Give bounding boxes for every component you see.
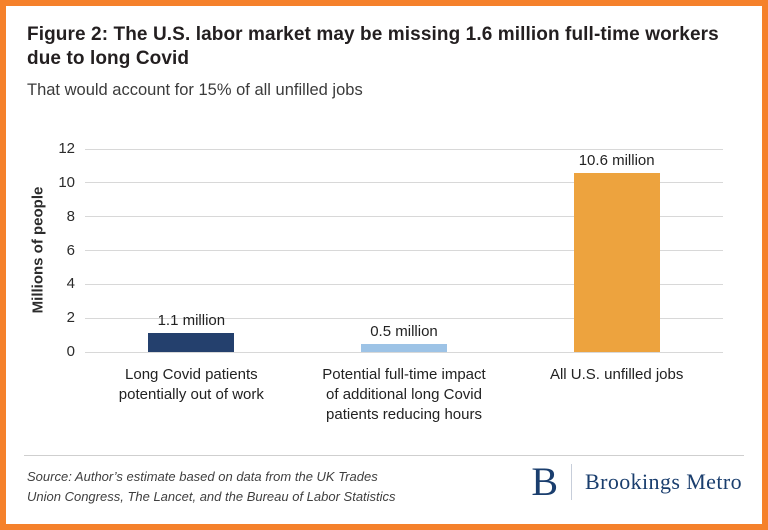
bar-value-label: 1.1 million <box>157 312 226 330</box>
source-note: Source: Author’s estimate based on data … <box>27 469 396 504</box>
logo-separator <box>571 464 573 500</box>
figure-header: Figure 2: The U.S. labor market may be m… <box>27 23 743 100</box>
bar <box>361 343 447 352</box>
bar <box>148 333 235 352</box>
gridline <box>85 216 723 218</box>
category-label: Potential full-time impact of additional… <box>322 366 486 423</box>
brookings-b-icon: B <box>531 459 559 504</box>
y-tick-label: 8 <box>66 207 75 225</box>
y-tick-label: 6 <box>66 241 75 259</box>
brookings-logo-text: Brookings Metro <box>585 469 742 494</box>
gridline <box>85 351 723 353</box>
y-tick-label: 0 <box>66 343 75 360</box>
gridline <box>85 283 723 285</box>
gridline <box>85 182 723 184</box>
figure-subtitle: That would account for 15% of all unfill… <box>27 80 363 99</box>
y-tick-label: 2 <box>66 309 75 327</box>
footer-divider <box>24 455 744 456</box>
plot-area: Millions of people 0 2 4 6 8 10 12 1.1 million L… <box>30 140 723 423</box>
bar-value-label: 10.6 million <box>578 151 655 169</box>
gridline <box>85 148 723 150</box>
brookings-metro-logo: B Brookings Metro <box>531 462 742 502</box>
gridline <box>85 250 723 251</box>
bar <box>573 172 660 352</box>
bar-value-label: 0.5 million <box>370 322 438 340</box>
y-tick-label: 10 <box>58 173 75 191</box>
y-tick-label: 4 <box>66 275 75 293</box>
category-label: All U.S. unfilled jobs <box>549 366 684 383</box>
y-tick-label: 12 <box>58 140 75 157</box>
gridline <box>85 317 723 319</box>
figure-title: Figure 2: The U.S. labor market may be m… <box>27 24 719 69</box>
category-label: Long Covid patients potentially out of w… <box>118 366 264 403</box>
